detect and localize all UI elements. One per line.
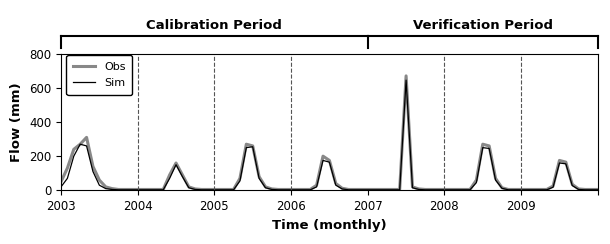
Sim xyxy=(147,188,154,191)
Obs xyxy=(326,159,333,162)
Obs xyxy=(57,180,65,183)
Obs xyxy=(370,188,378,191)
Line: Sim: Sim xyxy=(61,80,610,190)
Text: Calibration Period: Calibration Period xyxy=(146,19,282,32)
Legend: Obs, Sim: Obs, Sim xyxy=(66,55,132,95)
Obs xyxy=(115,188,122,191)
Obs xyxy=(147,188,154,191)
Obs xyxy=(390,188,397,191)
Line: Obs: Obs xyxy=(61,76,610,189)
Sim xyxy=(115,188,122,191)
Sim xyxy=(403,79,410,81)
Y-axis label: Flow (mm): Flow (mm) xyxy=(10,82,23,162)
Sim xyxy=(326,161,333,163)
Obs xyxy=(236,177,243,180)
Sim xyxy=(390,188,397,191)
Sim xyxy=(57,185,65,188)
Sim xyxy=(370,188,378,191)
Sim xyxy=(236,180,243,183)
Text: Verification Period: Verification Period xyxy=(413,19,553,32)
X-axis label: Time (monthly): Time (monthly) xyxy=(272,219,387,232)
Obs xyxy=(403,74,410,77)
